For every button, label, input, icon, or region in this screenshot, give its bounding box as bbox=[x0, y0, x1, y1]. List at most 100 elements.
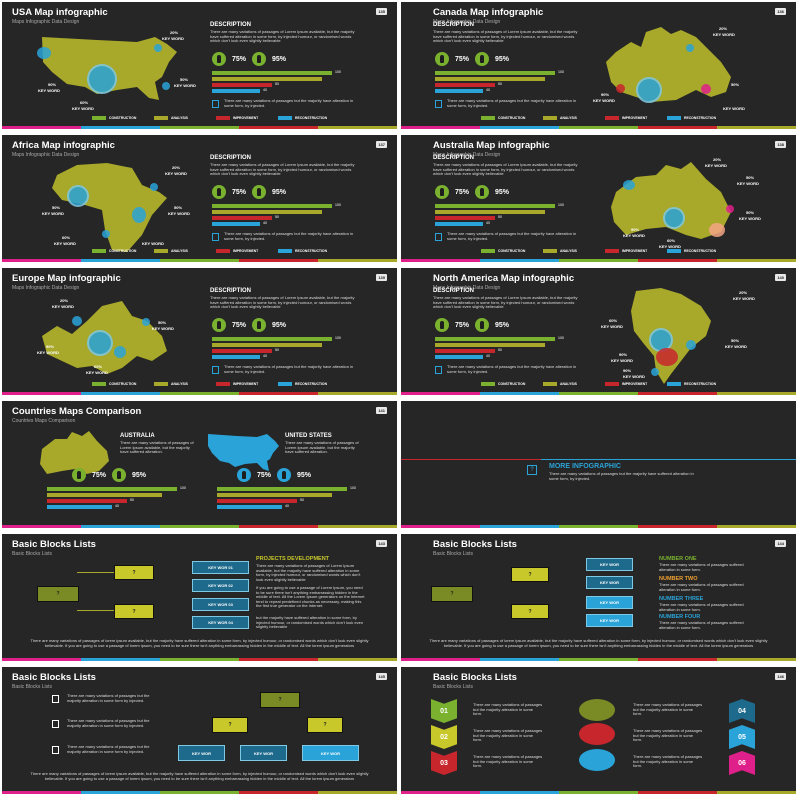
stat-value: 75% bbox=[232, 188, 247, 196]
person-icon bbox=[435, 52, 449, 66]
australia-map-shape bbox=[40, 431, 109, 474]
bar-improvement: 50 bbox=[212, 82, 279, 87]
keyword-label: KEY WORD bbox=[165, 171, 187, 176]
center-circle bbox=[579, 699, 615, 721]
bar-group: 100 50 40 bbox=[217, 486, 356, 511]
bar-group: 100 50 40 bbox=[435, 70, 564, 95]
page-number: 139 bbox=[376, 274, 387, 281]
keyword-box: KEY WOR 04 bbox=[192, 616, 249, 629]
item-text: There are many variations of passages bu… bbox=[633, 754, 703, 769]
keyword-box: KEY WOR bbox=[302, 745, 359, 761]
keyword-box: KEY WOR 03 bbox=[192, 598, 249, 611]
checkbox-icon bbox=[52, 720, 59, 728]
slide-countries-comparison[interactable]: 141 Countries Maps Comparison Countries … bbox=[2, 401, 397, 528]
slide-blocks-3[interactable]: 145 Basic Blocks Lists Basic Blocks List… bbox=[2, 667, 397, 794]
slide-africa-map[interactable]: 137 Africa Map infographic Maps Infograp… bbox=[2, 135, 397, 262]
section-text: but the majority have suffered alteratio… bbox=[256, 615, 364, 630]
percent-label: 50% bbox=[746, 175, 755, 180]
map-bubble bbox=[72, 316, 82, 326]
keyword-label: KEY WORD bbox=[168, 211, 190, 216]
slide-more-infographic[interactable]: ? MORE INFOGRAPHIC There are many variat… bbox=[401, 401, 796, 528]
slide-title: Canada Map infographic bbox=[433, 7, 544, 18]
note-text: There are many variations of passages bu… bbox=[224, 231, 354, 241]
color-strip bbox=[2, 259, 397, 262]
slide-blocks-1[interactable]: 143 Basic Blocks Lists Basic Blocks List… bbox=[2, 534, 397, 661]
person-icon bbox=[212, 185, 226, 199]
stats-row: 75% 95% bbox=[237, 468, 311, 482]
person-icon bbox=[212, 318, 226, 332]
slide-title: Basic Blocks Lists bbox=[12, 539, 96, 550]
stat-value: 95% bbox=[132, 471, 147, 479]
legend-item: IMPROVEMENT bbox=[216, 116, 272, 120]
checkbox-icon bbox=[212, 233, 219, 241]
slide-blocks-2[interactable]: 144 Basic Blocks Lists Basic Blocks List… bbox=[401, 534, 796, 661]
stat-value: 95% bbox=[272, 188, 287, 196]
percent-label: 60% bbox=[667, 238, 676, 243]
description-heading: DESCRIPTION bbox=[210, 155, 252, 161]
percent-label: 50% bbox=[158, 320, 167, 325]
page-number: 135 bbox=[376, 8, 387, 15]
slide-title: Europe Map infographic bbox=[12, 273, 121, 284]
keyword-label: KEY WORD bbox=[737, 181, 759, 186]
keyword-box: KEY WOR 02 bbox=[192, 579, 249, 592]
stat-value: 75% bbox=[455, 321, 470, 329]
person-icon bbox=[72, 468, 86, 482]
slide-subtitle: Maps Infographic Data Design bbox=[12, 285, 80, 291]
slide-title: Basic Blocks Lists bbox=[433, 539, 517, 550]
color-strip bbox=[401, 791, 796, 794]
slide-subtitle: Countries Maps Comparison bbox=[12, 418, 76, 424]
map-bubble bbox=[663, 207, 685, 229]
keyword-label: KEY WORD bbox=[52, 304, 74, 309]
map-bubble bbox=[701, 84, 711, 94]
map-bubble bbox=[686, 340, 696, 350]
number-chevron: 04 bbox=[729, 699, 755, 723]
stat-value: 75% bbox=[257, 471, 272, 479]
percent-label: 90% bbox=[46, 344, 55, 349]
slide-blocks-4[interactable]: 146 Basic Blocks Lists Basic Blocks List… bbox=[401, 667, 796, 794]
divider-line bbox=[401, 459, 641, 460]
section-text: There are many variations of passages of… bbox=[256, 563, 361, 582]
section-title: PROJECTS DEVELOPMENT bbox=[256, 556, 330, 562]
root-block: ? bbox=[260, 692, 300, 708]
checkbox-icon bbox=[435, 366, 442, 374]
percent-label: 50% bbox=[731, 82, 740, 87]
person-icon bbox=[112, 468, 127, 482]
slide-canada-map[interactable]: 136 Canada Map infographic Maps Infograp… bbox=[401, 2, 796, 129]
person-icon bbox=[237, 468, 251, 482]
keyword-label: KEY WORD bbox=[723, 106, 745, 111]
page-number: 137 bbox=[376, 141, 387, 148]
color-strip bbox=[2, 392, 397, 395]
percent-label: 60% bbox=[62, 235, 71, 240]
bar-construction: 100 bbox=[212, 70, 341, 75]
percent-label: 50% bbox=[746, 210, 755, 215]
keyword-label: KEY WORD bbox=[623, 233, 645, 238]
slide-australia-map[interactable]: 138 Australia Map infographic Maps Infog… bbox=[401, 135, 796, 262]
map-bubble bbox=[616, 84, 625, 93]
map-bubble bbox=[656, 348, 678, 366]
root-block: ? bbox=[431, 586, 473, 602]
keyword-box: KEY WOR bbox=[586, 614, 633, 627]
number-title: NUMBER THREE bbox=[659, 596, 704, 602]
number-title: NUMBER FOUR bbox=[659, 614, 701, 620]
keyword-box: KEY WOR bbox=[586, 558, 633, 571]
keyword-label: KEY WORD bbox=[162, 36, 184, 41]
color-strip bbox=[401, 392, 796, 395]
page-number: 136 bbox=[775, 8, 786, 15]
page-number: 145 bbox=[376, 673, 387, 680]
page-number: 144 bbox=[775, 540, 786, 547]
legend: CONSTRUCTION ANALYSIS IMPROVEMENT RECONS… bbox=[481, 116, 723, 120]
item-text: There are many variations of passages bu… bbox=[473, 702, 543, 717]
checkbox-icon bbox=[52, 746, 59, 754]
stat-value: 75% bbox=[232, 321, 247, 329]
keyword-label: KEY WORD bbox=[142, 241, 164, 246]
slide-usa-map[interactable]: 135 USA Map infographic Maps Infographic… bbox=[2, 2, 397, 129]
slide-europe-map[interactable]: 139 Europe Map infographic Maps Infograp… bbox=[2, 268, 397, 395]
comparison-text: There are many variations of passages of… bbox=[120, 440, 194, 455]
keyword-label: KEY WORD bbox=[37, 350, 59, 355]
bar-group: 100 50 40 bbox=[47, 486, 186, 511]
person-icon bbox=[252, 52, 267, 66]
percent-label: 20% bbox=[60, 298, 69, 303]
slide-north-america-map[interactable]: 140 North America Map infographic Maps I… bbox=[401, 268, 796, 395]
percent-label: 60% bbox=[80, 100, 89, 105]
description-heading: DESCRIPTION bbox=[210, 288, 252, 294]
